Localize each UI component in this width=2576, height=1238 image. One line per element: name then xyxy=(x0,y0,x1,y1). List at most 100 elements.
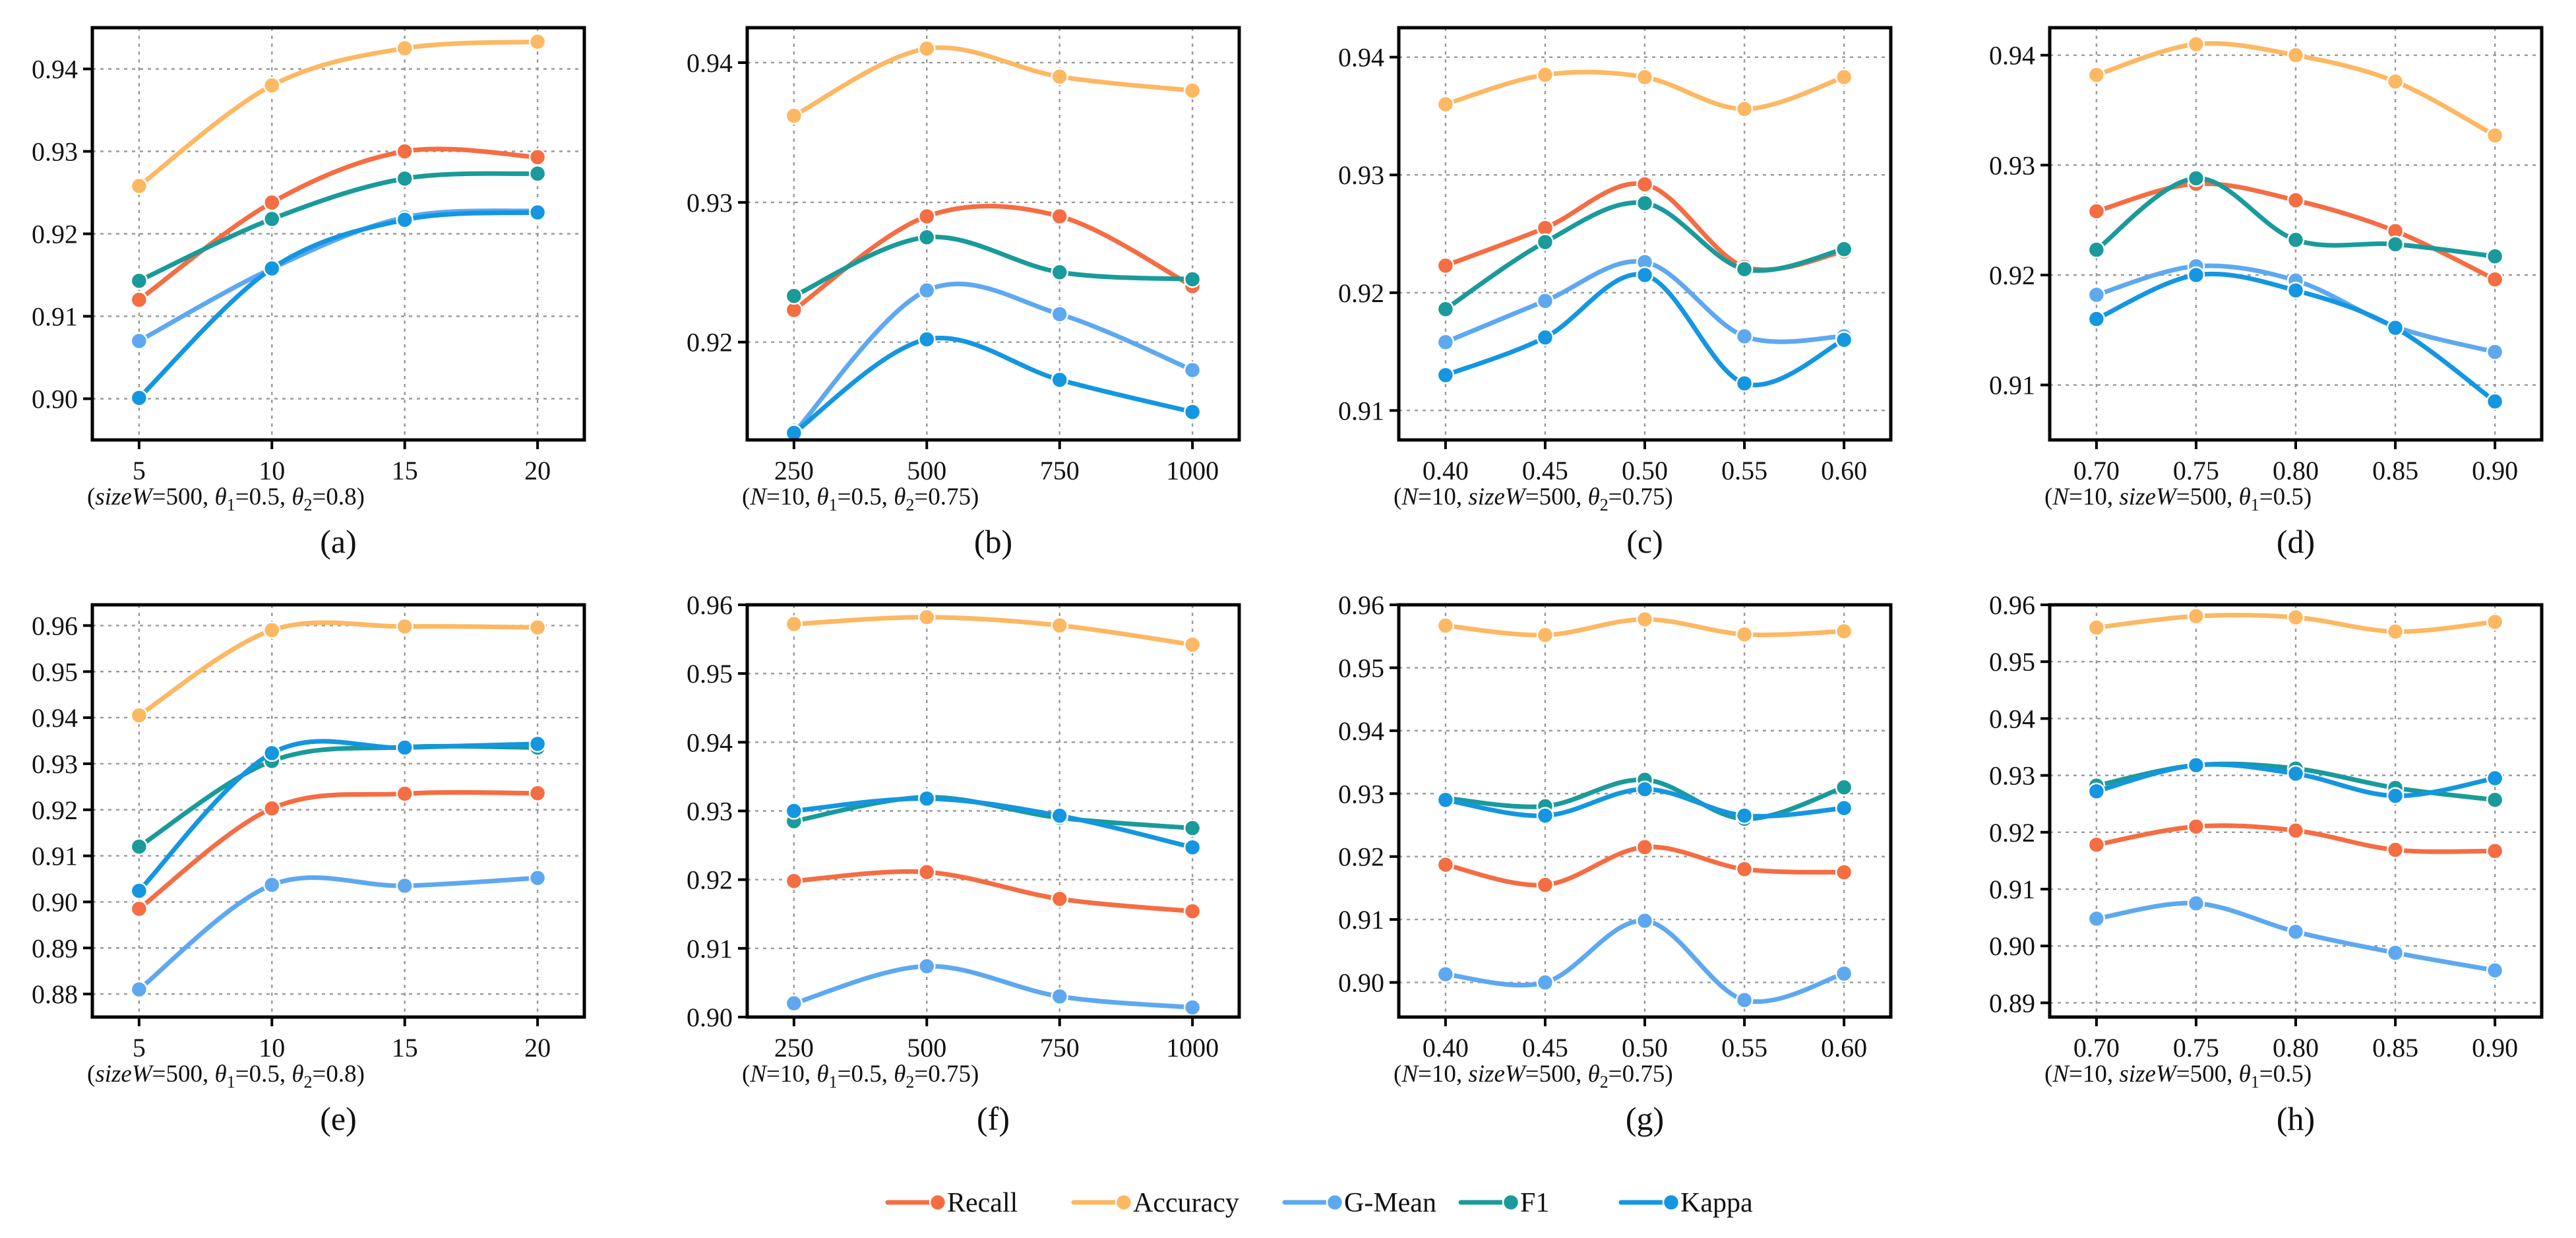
data-point-accuracy xyxy=(396,617,414,636)
y-tick-label: 0.94 xyxy=(1338,716,1384,746)
y-tick-label: 0.93 xyxy=(32,749,78,779)
subplot-label: (e) xyxy=(320,1100,357,1137)
x-tick-label: 10 xyxy=(259,1033,285,1063)
data-point-accuracy xyxy=(130,706,148,724)
subplot-e: 5 10 15 20 0.88 0.89 0.90 0.91 0.92 0.93 0.94 0.95 0… xyxy=(32,603,586,1137)
data-point-kappa xyxy=(528,203,547,222)
x-tick-label: 0.55 xyxy=(1721,1033,1767,1063)
data-point-accuracy xyxy=(1636,68,1654,86)
data-point-f1 xyxy=(528,165,547,183)
legend-label: Kappa xyxy=(1680,1188,1753,1218)
data-point-g-mean xyxy=(1183,361,1202,379)
x-tick-label: 0.90 xyxy=(2472,1033,2518,1063)
legend-label: Recall xyxy=(947,1188,1018,1218)
data-point-recall xyxy=(918,207,936,226)
data-point-g-mean xyxy=(918,957,936,975)
subplot-label: (d) xyxy=(2277,523,2315,560)
data-point-accuracy xyxy=(2486,127,2504,144)
data-point-g-mean xyxy=(2087,286,2106,304)
data-point-recall xyxy=(785,872,803,890)
data-point-recall xyxy=(528,784,547,802)
y-tick-label: 0.92 xyxy=(687,865,733,895)
data-point-g-mean xyxy=(785,994,803,1012)
subplot-b: 250 500 750 1000 0.92 0.93 0.94 (N=10, θ1=0.5, … xyxy=(687,26,1241,560)
data-point-recall xyxy=(1636,838,1654,856)
data-point-accuracy xyxy=(263,621,281,639)
data-point-accuracy xyxy=(2486,613,2504,631)
data-point-f1 xyxy=(1436,300,1455,319)
data-point-kappa xyxy=(1051,807,1068,825)
legend-label: G-Mean xyxy=(1344,1188,1436,1218)
y-tick-label: 0.94 xyxy=(687,48,733,78)
y-tick-label: 0.93 xyxy=(1989,761,2035,791)
subplot-label: (a) xyxy=(320,523,357,560)
data-point-accuracy xyxy=(528,33,547,51)
caption-part: 2 xyxy=(905,1072,914,1092)
data-point-g-mean xyxy=(1735,327,1754,346)
data-point-g-mean xyxy=(2286,923,2305,941)
data-point-recall xyxy=(1051,207,1068,226)
data-point-accuracy xyxy=(1051,67,1068,86)
caption-part: N xyxy=(1401,1061,1419,1088)
legend-marker xyxy=(929,1193,947,1212)
caption-part: =0.5, xyxy=(838,1061,894,1088)
caption-part: 1 xyxy=(227,1072,235,1092)
data-point-f1 xyxy=(396,170,414,187)
caption-part: =10, xyxy=(2069,1061,2119,1088)
x-tick-label: 0.75 xyxy=(2173,456,2219,485)
data-point-recall xyxy=(918,863,936,881)
series-line-kappa xyxy=(137,210,540,400)
data-point-recall xyxy=(1436,257,1455,274)
data-point-f1 xyxy=(2486,791,2504,809)
caption-part: θ xyxy=(291,483,303,511)
x-tick-label: 500 xyxy=(907,456,946,485)
y-tick-label: 0.93 xyxy=(1338,160,1384,190)
caption-part: 1 xyxy=(2251,1072,2259,1092)
y-tick-label: 0.91 xyxy=(687,934,733,964)
data-point-recall xyxy=(396,785,414,803)
legend-label: F1 xyxy=(1520,1188,1549,1218)
caption-part: =500, xyxy=(152,483,215,511)
y-tick-label: 0.91 xyxy=(1989,371,2035,400)
data-point-recall xyxy=(130,291,148,309)
series-line-f1 xyxy=(791,234,1195,299)
data-point-recall xyxy=(2286,191,2305,209)
x-tick-label: 0.60 xyxy=(1821,456,1867,485)
caption-part: θ xyxy=(215,1061,227,1088)
data-point-accuracy xyxy=(1536,66,1554,84)
series-line-kappa xyxy=(791,796,1195,850)
data-point-accuracy xyxy=(1183,636,1202,654)
data-point-kappa xyxy=(2386,319,2405,337)
data-point-g-mean xyxy=(528,869,547,887)
series-line-g-mean xyxy=(137,875,540,992)
data-point-accuracy xyxy=(785,615,803,633)
series-line-recall xyxy=(137,789,540,912)
caption-part: θ xyxy=(291,1061,303,1088)
legend: Recall Accuracy G-Mean F1 Kappa xyxy=(885,1188,1753,1218)
y-tick-label: 0.89 xyxy=(1989,988,2035,1018)
data-point-g-mean xyxy=(2486,962,2504,979)
x-tick-label: 0.60 xyxy=(1821,1033,1867,1063)
caption-part: ( xyxy=(1394,1061,1401,1088)
y-tick-label: 0.91 xyxy=(1338,905,1384,935)
series-line-g-mean xyxy=(791,282,1195,435)
data-point-kappa xyxy=(2187,756,2205,774)
x-tick-label: 5 xyxy=(133,1033,146,1063)
y-tick-label: 0.94 xyxy=(32,55,78,84)
data-point-g-mean xyxy=(2187,894,2205,912)
caption-part: =10, xyxy=(1418,483,1468,511)
x-tick-label: 0.90 xyxy=(2472,456,2518,485)
data-point-accuracy xyxy=(396,40,414,57)
x-tick-label: 0.85 xyxy=(2372,1033,2418,1063)
caption-part: θ xyxy=(1588,1061,1600,1088)
data-point-accuracy xyxy=(1436,95,1455,113)
data-point-g-mean xyxy=(1536,974,1554,991)
caption-part: ( xyxy=(1394,483,1401,511)
plot-frame xyxy=(745,26,1241,442)
y-tick-label: 0.92 xyxy=(687,328,733,357)
data-point-g-mean xyxy=(1536,292,1554,310)
data-point-g-mean xyxy=(1183,999,1202,1016)
data-point-recall xyxy=(528,148,547,166)
caption-part: =0.75) xyxy=(1609,483,1673,511)
data-point-accuracy xyxy=(1183,82,1202,100)
